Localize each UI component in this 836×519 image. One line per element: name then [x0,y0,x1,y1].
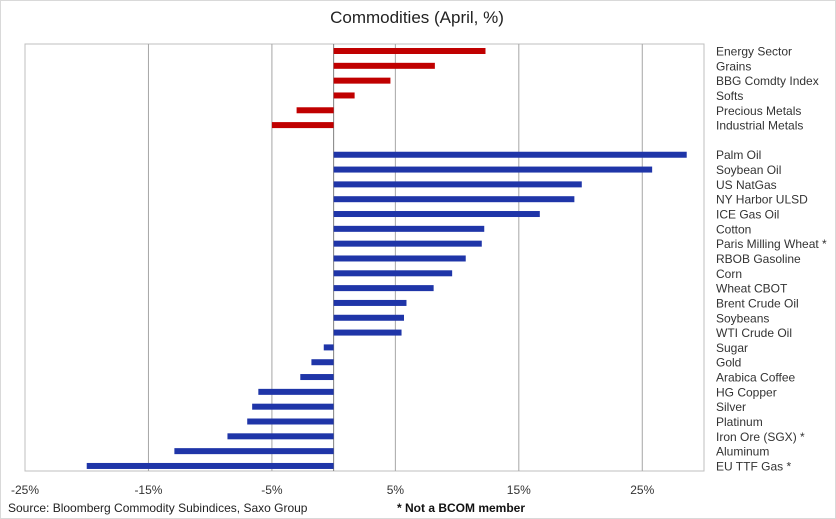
category-label: Gold [716,356,741,370]
category-label: NY Harbor ULSD [716,193,808,207]
bar-wti-crude-oil [333,329,402,336]
x-tick-label: -25% [11,483,39,497]
bar-softs [333,92,355,99]
x-tick-label: -5% [261,483,283,497]
category-label: Paris Milling Wheat * [716,237,827,251]
bar-palm-oil [333,151,687,158]
bar-ice-gas-oil [333,211,540,218]
category-label: Corn [716,267,742,281]
bar-aluminum [174,448,334,455]
bar-precious-metals [296,107,334,114]
category-label: Softs [716,89,743,103]
category-label: ICE Gas Oil [716,208,779,222]
category-label: Energy Sector [716,45,792,59]
bar-soybeans [333,314,405,321]
category-label: Precious Metals [716,104,801,118]
bar-arabica-coffee [300,374,334,381]
x-tick-label: 5% [387,483,405,497]
x-tick-label: -15% [134,483,162,497]
x-tick-label: 15% [507,483,531,497]
bar-gold [311,359,334,366]
category-label: Palm Oil [716,148,761,162]
category-label: Soybean Oil [716,163,781,177]
plot-area [24,43,705,472]
bars [86,48,687,469]
bar-platinum [247,418,334,425]
bar-grains [333,62,435,69]
bar-ny-harbor-ulsd [333,196,575,203]
bar-soybean-oil [333,166,653,173]
bar-bbg-comdty-index [333,77,391,84]
category-label: Soybeans [716,311,769,325]
category-label: HG Copper [716,385,777,399]
x-axis-ticks: -25% -15% -5% 5% 15% 25% [11,483,655,497]
bar-energy-sector [333,48,486,54]
category-label: Cotton [716,222,751,236]
bar-iron-ore-sgx [227,433,334,440]
category-label: Sugar [716,341,748,355]
chart-title: Commodities (April, %) [330,8,504,27]
bar-cotton [333,225,485,232]
bar-corn [333,270,453,277]
bar-rbob-gasoline [333,255,466,262]
category-label: Wheat CBOT [716,282,788,296]
bar-industrial-metals [271,122,334,129]
category-label: RBOB Gasoline [716,252,801,266]
category-label: Brent Crude Oil [716,296,799,310]
source-note: Source: Bloomberg Commodity Subindices, … [8,501,308,515]
bar-hg-copper [258,388,334,395]
category-label: Grains [716,59,751,73]
category-label: EU TTF Gas * [716,459,791,473]
category-label: Silver [716,400,746,414]
bar-sugar [323,344,334,351]
category-label: Platinum [716,415,763,429]
category-label: BBG Comdty Index [716,74,819,88]
category-label: Aluminum [716,445,769,459]
footnote: * Not a BCOM member [397,501,525,515]
bar-brent-crude-oil [333,299,407,306]
category-label: Industrial Metals [716,119,803,133]
category-label: US NatGas [716,178,777,192]
bar-wheat-cbot [333,285,434,292]
bar-us-natgas [333,181,582,188]
bar-silver [252,403,334,410]
category-label: Arabica Coffee [716,371,795,385]
bar-paris-milling-wheat [333,240,482,247]
category-label: Iron Ore (SGX) * [716,430,805,444]
x-tick-label: 25% [630,483,654,497]
category-label: WTI Crude Oil [716,326,792,340]
bar-eu-ttf-gas [86,462,334,469]
